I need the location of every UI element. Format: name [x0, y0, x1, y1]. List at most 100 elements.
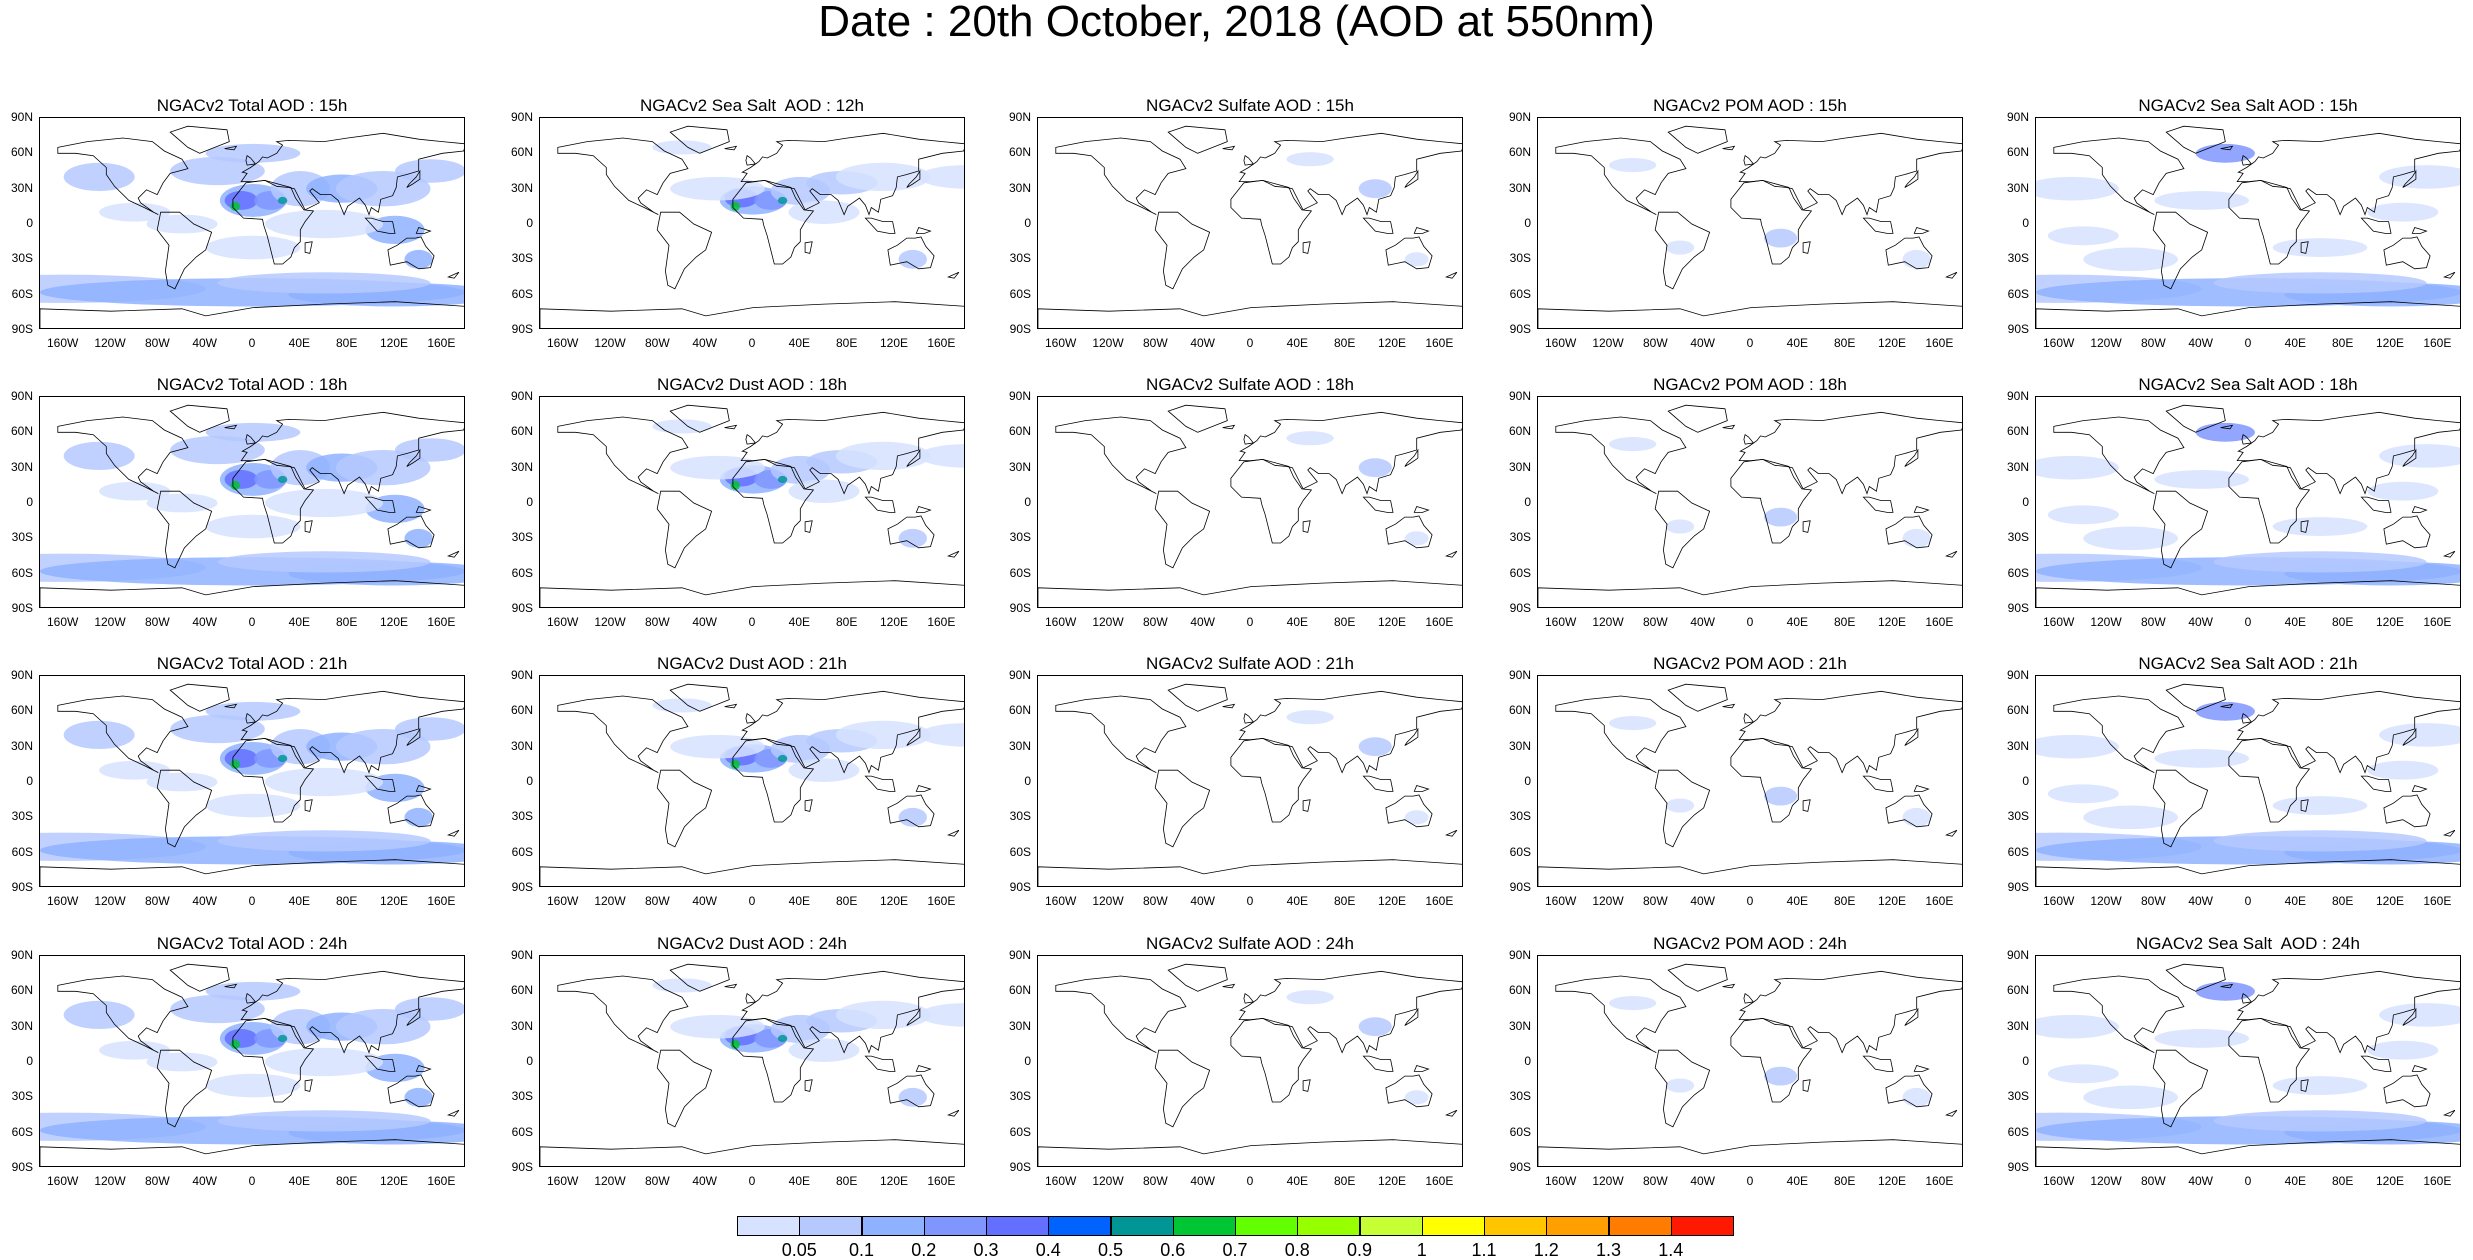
- aod-field: [2379, 444, 2460, 468]
- coastline: [446, 1109, 460, 1117]
- coastline: [2165, 404, 2226, 433]
- colorbar-label: 0.8: [1284, 1240, 1310, 1260]
- aod-field: [1609, 437, 1657, 452]
- coastline: [446, 271, 460, 279]
- longitude-tick-label: 40W: [1190, 1174, 1215, 1188]
- aod-field: [1286, 431, 1334, 446]
- coastline: [1862, 1055, 1894, 1072]
- aod-field: [146, 214, 218, 234]
- aod-field: [1665, 798, 1695, 813]
- coastline: [915, 785, 932, 792]
- coastline: [1413, 785, 1430, 792]
- longitude-tick-label: 120W: [1092, 336, 1124, 350]
- aod-field: [63, 720, 135, 750]
- coastline: [57, 137, 189, 215]
- aod-field: [217, 1110, 431, 1132]
- coastline: [724, 703, 738, 709]
- longitude-tick-label: 80W: [1142, 894, 1168, 908]
- latitude-tick-label: 30S: [1009, 251, 1031, 266]
- coastline: [1730, 1017, 1813, 1103]
- coastline: [1654, 1049, 1711, 1128]
- coastline: [1154, 769, 1211, 848]
- latitude-tick-label: 0: [526, 1054, 533, 1068]
- aod-field: [1665, 240, 1695, 255]
- longitude-tick-label: 120E: [1877, 1174, 1907, 1188]
- coastline: [2165, 963, 2226, 992]
- aod-field: [2036, 455, 2119, 480]
- coastline: [245, 713, 257, 724]
- coastline: [2411, 506, 2428, 513]
- map-panel: NGACv2 Total AOD : 18h 90N 60N 30N 0 30S 60S 90…: [11, 376, 465, 628]
- aod-field: [2379, 165, 2460, 189]
- colorbar-swatch: [1608, 1216, 1672, 1236]
- coastline: [406, 169, 421, 188]
- coastline: [2236, 132, 2460, 216]
- longitude-tick-label: 120E: [879, 615, 909, 629]
- aod-field: [205, 143, 301, 163]
- aod-field: [2083, 247, 2178, 272]
- coastline: [169, 404, 230, 433]
- panel-title: NGACv2 Total AOD : 18h: [156, 375, 348, 394]
- aod-field: [2272, 796, 2368, 815]
- aod-field: [2047, 784, 2119, 804]
- longitude-tick-label: 0: [1746, 615, 1754, 629]
- latitude-tick-label: 90S: [511, 880, 533, 894]
- coastline: [1038, 859, 1462, 886]
- latitude-tick-label: 60N: [510, 145, 533, 160]
- latitude-tick-label: 60N: [10, 145, 33, 160]
- longitude-tick-label: 0: [248, 336, 256, 350]
- longitude-tick-label: 80E: [2331, 894, 2354, 908]
- panel-title: NGACv2 POM AOD : 24h: [1653, 934, 1847, 953]
- coastline: [1444, 550, 1458, 558]
- aod-field: [2083, 1085, 2178, 1110]
- coastline: [1913, 227, 1930, 234]
- coastline: [1362, 1055, 1394, 1072]
- colorbar-label: 0.1: [848, 1240, 875, 1260]
- latitude-tick-label: 90S: [11, 880, 33, 894]
- map-panel: NGACv2 Sulfate AOD : 15h 90N 60N 30N 0 30S 60S…: [1009, 97, 1463, 349]
- longitude-tick-label: 160W: [1544, 615, 1577, 629]
- coastline: [887, 794, 935, 828]
- map-panel: NGACv2 POM AOD : 15h 90N 60N 30N 0 30S 60S 90S 1…: [1509, 97, 1963, 349]
- map-plot-area: [1037, 117, 1463, 329]
- longitude-tick-label: 160E: [1925, 336, 1954, 350]
- aod-field: [2367, 1040, 2439, 1060]
- aod-field: [395, 438, 464, 462]
- map-plot-area: [39, 955, 465, 1167]
- longitude-tick-label: 120E: [1877, 615, 1907, 629]
- longitude-tick-label: 120W: [594, 1174, 626, 1188]
- coastline: [1904, 448, 1919, 467]
- latitude-tick-label: 30S: [1509, 809, 1531, 824]
- longitude-tick-label: 0: [248, 1174, 256, 1188]
- coastline: [2360, 775, 2392, 792]
- colorbar-swatch: [986, 1216, 1049, 1236]
- coastline: [224, 983, 238, 989]
- longitude-tick-label: 80E: [835, 336, 858, 350]
- coastline: [2402, 1007, 2417, 1026]
- coastline: [224, 145, 238, 151]
- coastline: [1555, 975, 1687, 1053]
- longitude-tick-label: 160E: [927, 1174, 956, 1188]
- aod-field: [335, 1009, 431, 1045]
- aod-field: [2083, 526, 2178, 551]
- coastline: [2442, 271, 2456, 279]
- page-title: Date : 20th October, 2018 (AOD at 550nm): [818, 0, 1655, 46]
- colorbar-label: 0.3: [973, 1240, 999, 1260]
- longitude-tick-label: 120E: [2375, 894, 2405, 908]
- latitude-tick-label: 90N: [1008, 389, 1031, 403]
- coastline: [1222, 424, 1236, 430]
- coastline: [1404, 1007, 1419, 1026]
- latitude-tick-label: 30N: [2006, 738, 2029, 753]
- coastline: [1538, 580, 1962, 607]
- map-plot-area: [1537, 675, 1963, 887]
- map-panel: NGACv2 Total AOD : 24h 90N 60N 30N 0 30S 60S 90…: [11, 935, 465, 1187]
- latitude-tick-label: 90N: [1508, 668, 1531, 682]
- longitude-tick-label: 160W: [546, 615, 579, 629]
- aod-field: [395, 997, 464, 1021]
- longitude-tick-label: 120E: [879, 1174, 909, 1188]
- latitude-tick-label: 60S: [2007, 1124, 2029, 1139]
- longitude-tick-label: 80W: [2140, 336, 2166, 350]
- map-plot-area: [1037, 955, 1463, 1167]
- coastline: [2360, 217, 2392, 234]
- aod-field: [835, 720, 931, 750]
